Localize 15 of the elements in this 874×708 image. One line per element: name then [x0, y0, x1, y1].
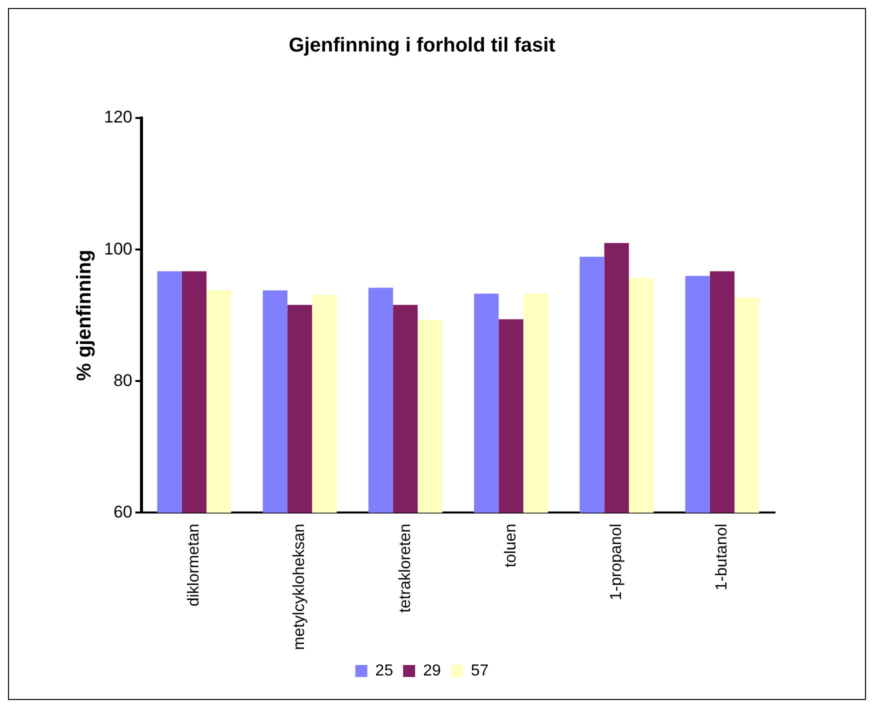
y-tick-label: 60	[113, 502, 132, 522]
legend-label: 29	[423, 662, 441, 680]
y-tick-label: 120	[104, 108, 132, 127]
x-tick-label: tetrakloreten	[396, 524, 414, 613]
y-axis-title: % gjenfinning	[74, 250, 96, 381]
x-tick-label: 1-propanol	[608, 524, 625, 600]
y-tick-label: 100	[104, 239, 132, 258]
x-tick-label: toluen	[502, 524, 520, 568]
legend-label: 25	[375, 662, 394, 680]
x-tick-label: 1-butanol	[714, 524, 731, 590]
chart-title: Gjenfinning i forhold til fasit	[288, 34, 556, 57]
legend-label: 57	[470, 662, 489, 680]
x-tick-label: metylcykloheksan	[291, 524, 308, 650]
y-tick-label: 80	[113, 370, 132, 390]
x-tick-label: diklormetan	[186, 524, 203, 606]
